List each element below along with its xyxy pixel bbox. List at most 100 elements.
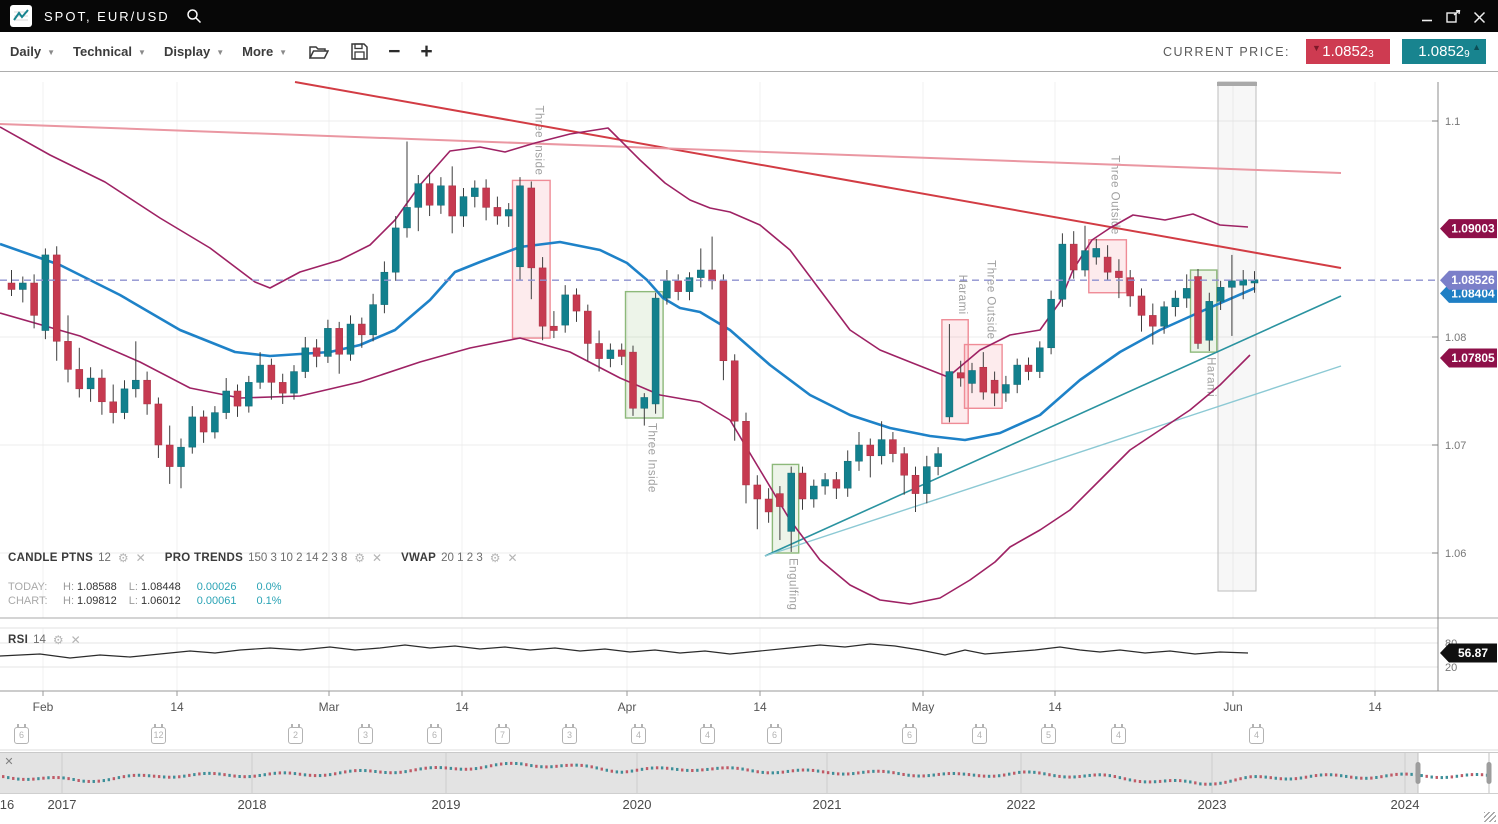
x-axis-tick-label: May	[912, 700, 935, 714]
today-change-value: 0.00026	[196, 581, 237, 593]
today-high-key: H:	[63, 581, 74, 593]
x-axis-tick-label: Apr	[618, 700, 637, 714]
arrow-up-icon: ▲	[1472, 42, 1481, 52]
menu-more[interactable]: More ▼	[242, 44, 287, 59]
x-axis-tick-label: Mar	[319, 700, 340, 714]
rsi-params: 14	[33, 634, 46, 646]
navigator-year-label: 2019	[431, 797, 461, 812]
x-axis-tick-label: 14	[170, 700, 184, 714]
calendar-event-icon[interactable]: 3	[562, 724, 577, 744]
indicator-candleptns-params: 12	[98, 552, 111, 564]
close-icon[interactable]: ✕	[372, 551, 383, 565]
indicator-vwap-params: 20 1 2 3	[441, 552, 483, 564]
chart-high-value: 1.09812	[77, 595, 117, 607]
gear-icon[interactable]: ⚙	[117, 551, 129, 565]
calendar-event-icon[interactable]: 4	[972, 724, 987, 744]
navigator[interactable]: ✕	[0, 752, 1498, 794]
indicator-protrends-label: PRO TRENDS	[164, 552, 244, 564]
calendar-event-icon[interactable]: 2	[288, 724, 303, 744]
navigator-year-label: 16	[0, 797, 15, 812]
indicator-protrends-params: 150 3 10 2 14 2 3 8	[248, 552, 348, 564]
calendar-event-icon[interactable]: 6	[14, 724, 29, 744]
close-icon[interactable]: ✕	[507, 551, 518, 565]
price-chart-canvas[interactable]: Three Inside Three Inside Engulfing Harami T…	[0, 72, 1498, 752]
today-label: TODAY:	[8, 581, 48, 593]
calendar-event-icon[interactable]: 6	[767, 724, 782, 744]
navigator-selected-range	[1418, 753, 1498, 793]
calendar-event-icon[interactable]: 3	[358, 724, 373, 744]
indicator-candleptns-label: CANDLE PTNS	[8, 552, 94, 564]
gear-icon[interactable]: ⚙	[354, 551, 366, 565]
today-change-pct: 0.0%	[256, 581, 282, 593]
bid-price-value: 1.0852	[1322, 43, 1369, 60]
toolbar: Daily ▼ Technical ▼ Display ▼ More ▼	[0, 32, 1498, 72]
axis-layer: 1.11.081.071.0680201.090031.084041.08526…	[0, 82, 1498, 751]
menu-daily-label: Daily	[10, 44, 42, 59]
zoom-out-button[interactable]: −	[388, 39, 401, 63]
calendar-event-icon[interactable]: 4	[700, 724, 715, 744]
today-stats-row: TODAY: H: 1.08588 L: 1.08448 0.00026 0.0…	[8, 581, 282, 593]
grid-layer	[0, 82, 1438, 691]
indicator-legend-row: CANDLE PTNS 12 ⚙ ✕ PRO TRENDS 150 3 10 2…	[8, 551, 518, 565]
navigator-year-label: 2022	[1006, 797, 1036, 812]
menu-display-label: Display	[163, 44, 211, 59]
x-axis-tick-label: 14	[1048, 700, 1062, 714]
save-icon[interactable]	[351, 43, 368, 60]
calendar-event-icon[interactable]: 5	[1041, 724, 1056, 744]
chevron-down-icon: ▼	[279, 48, 288, 57]
price-badge-tag	[1440, 270, 1497, 290]
navigator-close-icon[interactable]: ✕	[4, 756, 14, 768]
calendar-event-icon[interactable]: 6	[902, 724, 917, 744]
calendar-event-icon[interactable]: 4	[631, 724, 646, 744]
chart-change-value: 0.00061	[196, 595, 237, 607]
y-axis-tick-label: 1.07	[1445, 440, 1466, 452]
menu-more-label: More	[242, 44, 274, 59]
today-low-key: L:	[128, 581, 138, 593]
rsi-tick-label: 20	[1445, 662, 1457, 674]
popout-button[interactable]	[1440, 0, 1466, 32]
ask-price-badge[interactable]: 1.0852 9 ▲	[1402, 39, 1486, 64]
price-badge-value: 1.08526	[1451, 273, 1495, 287]
search-icon[interactable]	[186, 8, 202, 24]
close-icon[interactable]	[1466, 0, 1492, 32]
navigator-drag-handle[interactable]	[1415, 762, 1421, 784]
calendar-event-icon[interactable]: 6	[427, 724, 442, 744]
zoom-in-button[interactable]: +	[420, 39, 433, 63]
bid-price-badge[interactable]: ▼ 1.0852 3	[1306, 39, 1390, 64]
pattern-label: Harami	[1205, 357, 1217, 397]
chevron-down-icon: ▼	[138, 48, 146, 57]
calendar-event-icon[interactable]: 4	[1111, 724, 1126, 744]
chart-low-value: 1.06012	[140, 595, 181, 607]
navigator-year-label: 2018	[237, 797, 267, 812]
calendar-event-icon[interactable]: 12	[151, 724, 166, 744]
navigator-drag-handle[interactable]	[1486, 762, 1492, 784]
chart-high-key: H:	[63, 595, 74, 607]
indicator-lines-layer	[0, 81, 1342, 659]
pattern-label: Engulfing	[787, 558, 799, 610]
menu-daily[interactable]: Daily ▼	[10, 44, 55, 59]
menu-technical[interactable]: Technical ▼	[73, 44, 146, 59]
chart-area[interactable]: Three Inside Three Inside Engulfing Harami T…	[0, 72, 1498, 752]
open-folder-icon[interactable]	[309, 44, 330, 60]
window-title: SPOT, EUR/USD	[44, 8, 170, 24]
x-axis-tick-label: 14	[1368, 700, 1382, 714]
price-badge-tag	[1440, 643, 1497, 663]
close-icon[interactable]: ✕	[135, 551, 146, 565]
close-icon[interactable]: ✕	[70, 633, 81, 647]
price-badge-tag	[1440, 219, 1497, 239]
price-badge-value: 1.08404	[1451, 286, 1495, 300]
gear-icon[interactable]: ⚙	[52, 633, 64, 647]
calendar-event-icon[interactable]: 4	[1249, 724, 1264, 744]
menu-display[interactable]: Display ▼	[164, 44, 224, 59]
calendar-event-icon[interactable]: 7	[495, 724, 510, 744]
resize-grip[interactable]	[1484, 812, 1496, 822]
today-low-value: 1.08448	[140, 581, 181, 593]
x-axis-tick-label: 14	[455, 700, 469, 714]
pattern-label: Three Outside	[984, 260, 996, 339]
price-badge-value: 1.07805	[1451, 351, 1495, 365]
navigator-minichart[interactable]	[0, 753, 1498, 793]
minimize-button[interactable]	[1414, 0, 1440, 32]
gear-icon[interactable]: ⚙	[489, 551, 501, 565]
navigator-year-label: 2023	[1197, 797, 1227, 812]
price-badge-tag	[1440, 348, 1497, 368]
